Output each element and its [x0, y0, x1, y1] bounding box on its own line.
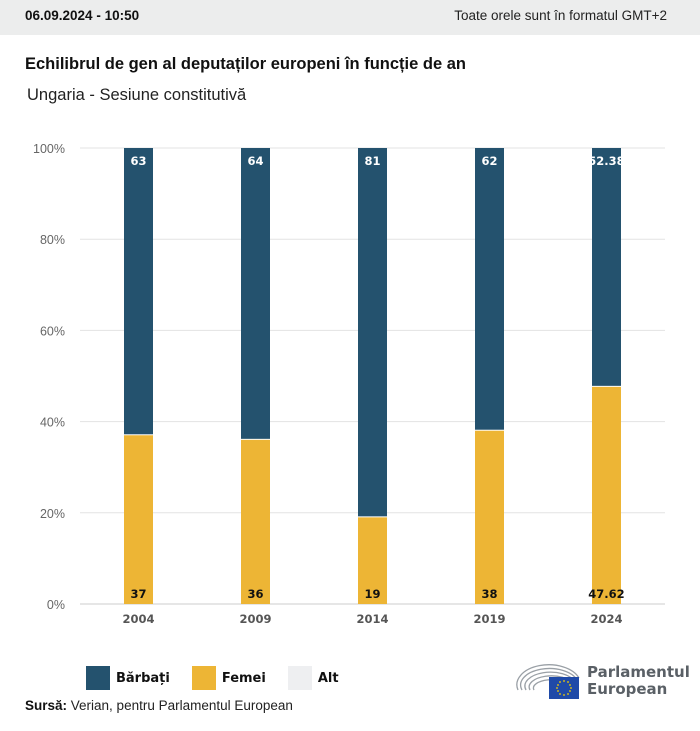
- bars: [124, 148, 621, 604]
- bar-femei-2009[interactable]: [241, 439, 270, 604]
- y-tick-label: 100%: [33, 142, 65, 156]
- source-note: Sursă: Verian, pentru Parlamentul Europe…: [25, 698, 293, 713]
- data-label-barbati: 81: [364, 154, 380, 168]
- x-tick-label: 2019: [473, 612, 505, 626]
- legend-label: Alt: [317, 670, 339, 686]
- legend-item-femei[interactable]: Femei: [191, 666, 266, 690]
- legend-item-barbati[interactable]: Bărbați: [86, 666, 170, 690]
- data-label-barbati: 52.38: [588, 154, 624, 168]
- data-label-femei: 19: [364, 587, 380, 601]
- legend-item-alt[interactable]: Alt: [287, 666, 339, 690]
- x-tick-label: 2014: [356, 612, 388, 626]
- legend-swatch-alt: [287, 666, 312, 690]
- x-axis-ticks: 2004 2009 2014 2019 2024: [122, 612, 622, 626]
- bar-femei-2024[interactable]: [592, 386, 621, 604]
- legend: Bărbați Femei Alt: [86, 666, 361, 690]
- y-tick-label: 80%: [40, 233, 65, 247]
- x-tick-label: 2004: [122, 612, 154, 626]
- data-label-femei: 38: [481, 587, 497, 601]
- bar-barbati-2019[interactable]: [475, 148, 504, 430]
- source-text: Verian, pentru Parlamentul European: [67, 698, 293, 713]
- y-axis-ticks: 0% 20% 40% 60% 80% 100%: [33, 142, 65, 612]
- chart-subtitle: Ungaria - Sesiune constitutivă: [27, 86, 247, 104]
- legend-label: Femei: [221, 670, 266, 686]
- y-tick-label: 60%: [40, 324, 65, 338]
- timezone-note: Toate orele sunt în formatul GMT+2: [454, 8, 667, 23]
- y-tick-label: 20%: [40, 507, 65, 521]
- timestamp: 06.09.2024 - 10:50: [25, 8, 140, 23]
- x-tick-label: 2009: [239, 612, 271, 626]
- x-tick-label: 2024: [590, 612, 622, 626]
- data-label-femei: 36: [247, 587, 263, 601]
- bar-barbati-2014[interactable]: [358, 148, 387, 517]
- bar-barbati-2004[interactable]: [124, 148, 153, 435]
- bar-femei-2019[interactable]: [475, 430, 504, 604]
- bar-barbati-2024[interactable]: [592, 148, 621, 386]
- y-tick-label: 0%: [47, 598, 65, 612]
- legend-label: Bărbați: [116, 670, 170, 686]
- chart: 0%20%40%60%80%100% 2004 2009 2014 2019 2024 …: [33, 142, 665, 626]
- source-label: Sursă:: [25, 698, 68, 713]
- y-tick-label: 40%: [40, 416, 65, 430]
- bar-barbati-2009[interactable]: [241, 148, 270, 439]
- bar-femei-2004[interactable]: [124, 435, 153, 604]
- data-label-femei: 37: [130, 587, 146, 601]
- bar-femei-2014[interactable]: [358, 517, 387, 604]
- legend-swatch-femei: [191, 666, 216, 690]
- data-label-barbati: 62: [481, 154, 497, 168]
- legend-swatch-barbati: [86, 666, 110, 690]
- data-label-barbati: 64: [247, 154, 263, 168]
- data-label-femei: 47.62: [588, 587, 624, 601]
- logo-text: Parlamentul European: [587, 663, 690, 698]
- parliament-hemicycle-icon: [516, 664, 580, 699]
- european-parliament-logo: Parlamentul European: [515, 660, 690, 702]
- chart-title: Echilibrul de gen al deputaților europen…: [25, 55, 466, 73]
- data-label-barbati: 63: [130, 154, 146, 168]
- top-bar: 06.09.2024 - 10:50 Toate orele sunt în f…: [0, 0, 700, 35]
- data-labels: 63 37 64 36 81 19 62 38 52.38 47.62: [130, 154, 624, 601]
